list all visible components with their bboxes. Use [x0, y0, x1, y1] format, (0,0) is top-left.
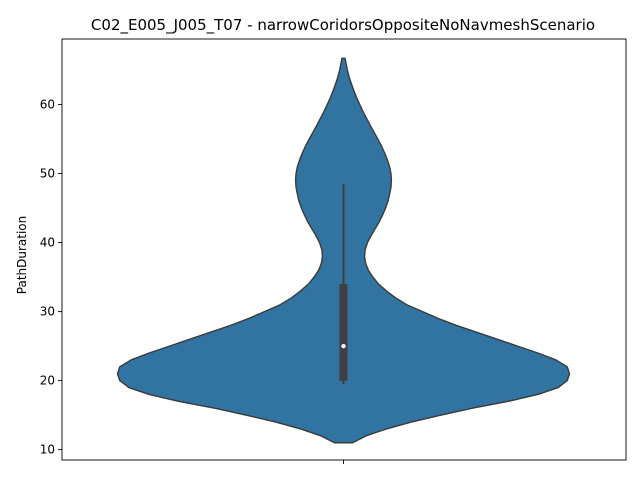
y-axis-label: PathDuration	[15, 216, 29, 294]
y-tick-label: 40	[40, 236, 55, 250]
y-tick-label: 50	[40, 167, 55, 181]
chart-title: C02_E005_J005_T07 - narrowCoridorsOpposi…	[91, 16, 595, 35]
plot-frame	[61, 38, 627, 461]
y-axis: 10 20 30 40 50 60	[40, 98, 62, 457]
y-tick-label: 30	[40, 305, 55, 319]
plot-area	[116, 57, 571, 444]
y-tick-label: 20	[40, 374, 55, 388]
median-marker	[341, 343, 346, 349]
iqr-box	[339, 284, 348, 381]
y-tick-label: 10	[40, 443, 55, 457]
y-tick-label: 60	[40, 98, 55, 112]
